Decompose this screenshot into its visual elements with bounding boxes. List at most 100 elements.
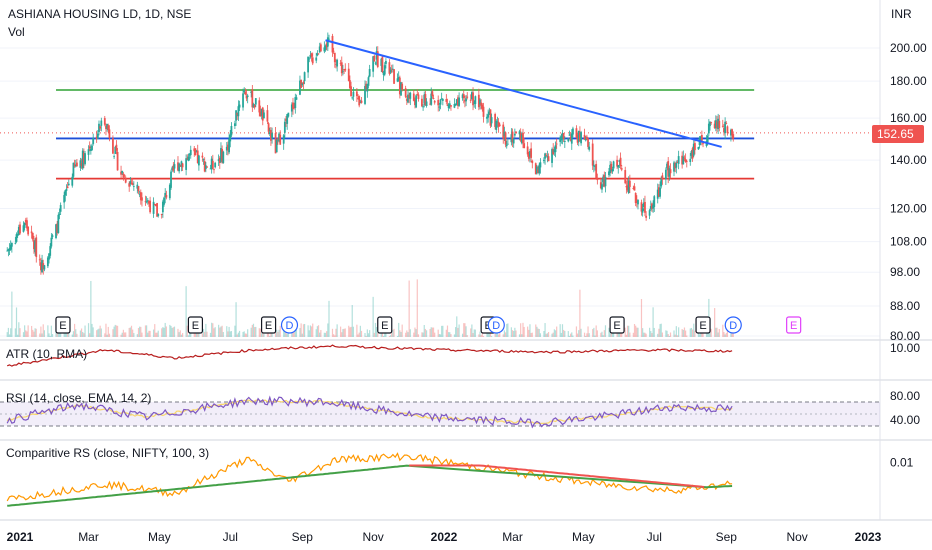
volume-bar: [15, 307, 18, 337]
earnings-marker[interactable]: E: [187, 316, 204, 334]
earnings-marker[interactable]: E: [609, 316, 625, 334]
candle-body: [290, 104, 293, 112]
candle-body: [596, 178, 599, 181]
volume-bar: [458, 324, 460, 337]
candle-body: [649, 206, 652, 210]
earnings-marker[interactable]: E: [260, 316, 277, 334]
volume-bar: [479, 331, 481, 337]
dividend-marker[interactable]: D: [280, 316, 299, 334]
candle-body: [227, 144, 229, 151]
volume-bar: [401, 324, 403, 337]
candle-body: [604, 176, 607, 187]
volume-bar: [407, 332, 409, 337]
volume-bar: [352, 326, 354, 337]
earnings-marker[interactable]: E: [377, 316, 393, 334]
candle-body: [560, 136, 563, 141]
volume-bar: [180, 334, 183, 337]
candle-body: [144, 201, 147, 203]
earnings-marker[interactable]: E: [786, 316, 802, 334]
volume-bar: [11, 291, 13, 337]
candle-body: [445, 99, 448, 102]
candle-body: [717, 118, 720, 130]
candle-body: [63, 195, 66, 203]
volume-bar: [416, 279, 418, 337]
volume-bar: [133, 333, 135, 337]
volume-bar: [22, 332, 25, 337]
volume-bar: [47, 325, 49, 337]
candle-body: [530, 148, 533, 158]
volume-bar: [560, 332, 562, 337]
volume-bar: [182, 333, 184, 337]
volume-bar: [624, 327, 626, 337]
volume-bar: [718, 329, 720, 337]
volume-bar: [400, 331, 402, 337]
candle-body: [494, 114, 497, 127]
volume-bar: [529, 324, 531, 337]
volume-bar: [710, 328, 712, 337]
last-price-tag: [872, 125, 924, 143]
volume-bar: [82, 332, 84, 337]
volume-bar: [173, 326, 176, 337]
candle-body: [206, 166, 208, 168]
candle-body: [84, 153, 86, 165]
volume-bar: [633, 324, 636, 337]
volume-bar: [114, 324, 116, 337]
candle-body: [214, 162, 217, 168]
volume-bar: [33, 331, 35, 337]
candle-body: [81, 150, 84, 169]
candle-body: [692, 143, 695, 156]
volume-bar: [434, 332, 436, 337]
candle-body: [577, 130, 580, 142]
candle-body: [180, 161, 183, 167]
volume-bar: [130, 325, 133, 337]
volume-bar: [299, 327, 301, 337]
volume-bar: [600, 332, 602, 337]
candle-body: [105, 125, 107, 130]
volume-bar: [723, 332, 725, 337]
volume-bar: [136, 334, 138, 337]
candle-body: [611, 169, 614, 172]
earnings-marker[interactable]: E: [695, 316, 711, 334]
volume-bar: [351, 305, 353, 337]
candle-body: [336, 59, 339, 67]
volume-bar: [480, 334, 482, 337]
volume-bar: [504, 332, 507, 337]
earnings-marker-shape: [377, 316, 393, 334]
volume-bar: [236, 334, 238, 337]
candle-body: [42, 263, 45, 270]
candle-body: [425, 101, 428, 106]
volume-bar: [100, 328, 102, 337]
volume-bar: [523, 326, 525, 337]
candle-body: [580, 132, 582, 144]
candle-body: [374, 62, 377, 64]
volume-bar: [473, 329, 475, 337]
volume-bar: [628, 325, 630, 337]
candle-body: [653, 196, 656, 208]
candle-body: [168, 184, 171, 199]
event-markers[interactable]: EEEDEEDEEDE: [55, 316, 802, 334]
candle-body: [22, 225, 25, 232]
volume-bar: [92, 327, 94, 337]
candle-body: [601, 184, 603, 190]
volume-bar: [308, 330, 310, 337]
candle-body: [619, 157, 622, 167]
volume-bar: [514, 327, 516, 337]
volume-bar: [588, 333, 590, 337]
candle-body: [398, 77, 401, 95]
volume-bar: [179, 330, 181, 337]
volume-bar: [80, 328, 83, 337]
candle-body: [292, 102, 294, 109]
volume-bar: [48, 333, 50, 337]
dividend-marker[interactable]: D: [487, 316, 505, 334]
volume-bar: [652, 307, 654, 337]
candle-body: [114, 146, 117, 154]
candle-body: [271, 133, 273, 139]
candle-body: [592, 165, 595, 167]
earnings-marker[interactable]: E: [55, 316, 71, 334]
volume-bar: [511, 330, 514, 337]
volume-bar: [417, 334, 420, 337]
dividend-marker[interactable]: D: [724, 316, 742, 334]
volume-bar: [206, 331, 208, 337]
candle-body: [620, 168, 623, 170]
